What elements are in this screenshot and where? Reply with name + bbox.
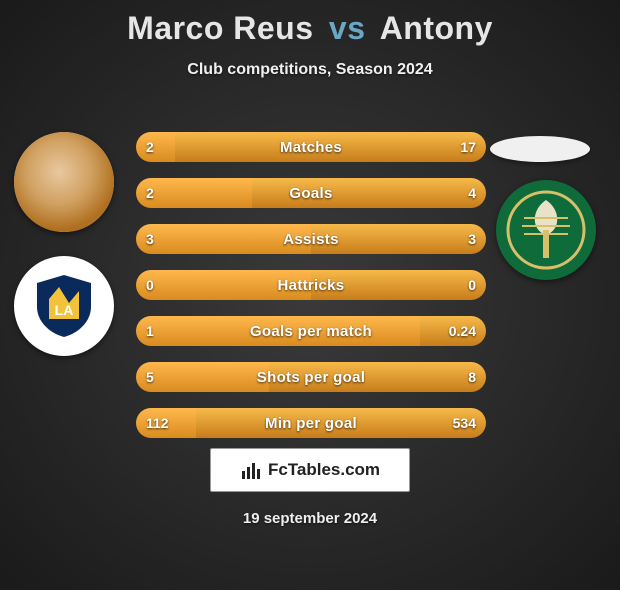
stat-row: Shots per goal5 8 <box>136 362 486 392</box>
player2-name: Antony <box>380 10 493 46</box>
stat-value-right: 0 <box>468 270 476 300</box>
right-avatars <box>496 180 606 304</box>
left-avatars: LA <box>14 132 124 380</box>
chart-icon <box>240 459 262 481</box>
stat-value-right: 534 <box>453 408 476 438</box>
shield-icon: LA <box>29 271 99 341</box>
page-title: Marco Reus vs Antony <box>0 10 620 47</box>
stat-label: Goals per match <box>136 316 486 346</box>
stat-label: Goals <box>136 178 486 208</box>
stat-value-left: 112 <box>146 408 169 438</box>
vs-text: vs <box>329 10 366 46</box>
player1-avatar <box>14 132 114 232</box>
stat-value-left: 5 <box>146 362 154 392</box>
stat-row: Assists3 3 <box>136 224 486 254</box>
stat-label: Assists <box>136 224 486 254</box>
player1-name: Marco Reus <box>127 10 313 46</box>
stat-label: Shots per goal <box>136 362 486 392</box>
stat-value-left: 1 <box>146 316 154 346</box>
branding-text: FcTables.com <box>268 460 380 480</box>
comparison-bars: Matches217Goals24Assists33Hattricks00Goa… <box>136 132 486 454</box>
stat-label: Hattricks <box>136 270 486 300</box>
stat-value-right: 0.24 <box>449 316 476 346</box>
axe-icon <box>506 190 586 270</box>
stat-row: Goals2 4 <box>136 178 486 208</box>
stat-row: Goals per match1 0.24 <box>136 316 486 346</box>
stat-value-right: 3 <box>468 224 476 254</box>
stat-value-left: 0 <box>146 270 154 300</box>
stat-row: Hattricks0 0 <box>136 270 486 300</box>
stat-value-right: 17 <box>460 132 476 162</box>
stat-value-right: 8 <box>468 362 476 392</box>
stat-row: Min per goal112 534 <box>136 408 486 438</box>
stat-value-left: 2 <box>146 178 154 208</box>
stat-label: Min per goal <box>136 408 486 438</box>
stat-value-right: 4 <box>468 178 476 208</box>
stat-value-left: 3 <box>146 224 154 254</box>
svg-text:LA: LA <box>55 302 74 318</box>
date-text: 19 september 2024 <box>0 510 620 527</box>
portland-timbers-badge <box>496 180 596 280</box>
la-galaxy-badge: LA <box>14 256 114 356</box>
stat-label: Matches <box>136 132 486 162</box>
stat-value-left: 2 <box>146 132 154 162</box>
branding-box: FcTables.com <box>210 448 410 492</box>
subtitle: Club competitions, Season 2024 <box>0 61 620 79</box>
player2-avatar-oval <box>490 136 590 162</box>
stat-row: Matches2 17 <box>136 132 486 162</box>
